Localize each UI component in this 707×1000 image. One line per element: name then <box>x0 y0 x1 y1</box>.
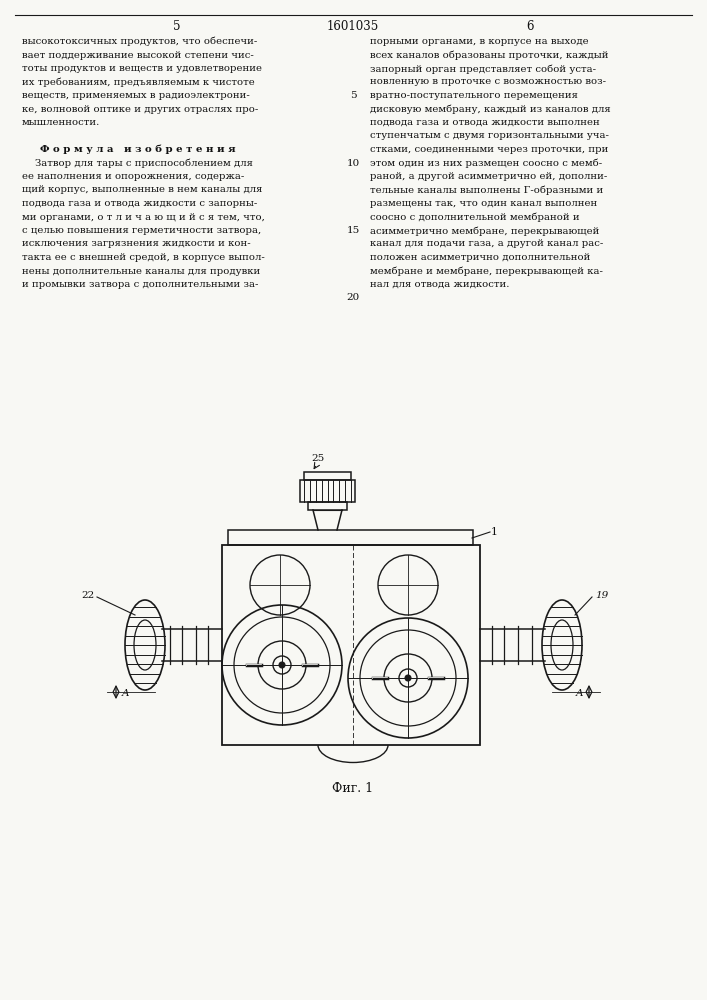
Text: ступенчатым с двумя горизонтальными уча-: ступенчатым с двумя горизонтальными уча- <box>370 131 609 140</box>
Text: A: A <box>122 690 129 698</box>
Text: подвода газа и отвода жидкости с запорны-: подвода газа и отвода жидкости с запорны… <box>22 199 257 208</box>
Text: положен асимметрично дополнительной: положен асимметрично дополнительной <box>370 253 590 262</box>
Text: исключения загрязнения жидкости и кон-: исключения загрязнения жидкости и кон- <box>22 239 250 248</box>
Text: A: A <box>575 690 583 698</box>
Bar <box>222 545 480 745</box>
Text: нены дополнительные каналы для продувки: нены дополнительные каналы для продувки <box>22 266 260 275</box>
Text: размещены так, что один канал выполнен: размещены так, что один канал выполнен <box>370 199 597 208</box>
Text: порными органами, в корпусе на выходе: порными органами, в корпусе на выходе <box>370 37 589 46</box>
Text: запорный орган представляет собой уста-: запорный орган представляет собой уста- <box>370 64 596 74</box>
Text: вратно-поступательного перемещения: вратно-поступательного перемещения <box>370 91 578 100</box>
Text: щий корпус, выполненные в нем каналы для: щий корпус, выполненные в нем каналы для <box>22 186 262 194</box>
Text: веществ, применяемых в радиоэлектрони-: веществ, применяемых в радиоэлектрони- <box>22 91 250 100</box>
Text: подвода газа и отвода жидкости выполнен: подвода газа и отвода жидкости выполнен <box>370 118 600 127</box>
Text: канал для подачи газа, а другой канал рас-: канал для подачи газа, а другой канал ра… <box>370 239 603 248</box>
Text: мембране и мембране, перекрывающей ка-: мембране и мембране, перекрывающей ка- <box>370 266 603 276</box>
Text: мышленности.: мышленности. <box>22 118 100 127</box>
Text: нал для отвода жидкости.: нал для отвода жидкости. <box>370 280 510 289</box>
Bar <box>228 530 473 545</box>
Text: 20: 20 <box>346 294 360 302</box>
Text: с целью повышения герметичности затвора,: с целью повышения герметичности затвора, <box>22 226 262 235</box>
Text: 10: 10 <box>346 158 360 167</box>
Text: ее наполнения и опорожнения, содержа-: ее наполнения и опорожнения, содержа- <box>22 172 244 181</box>
Text: тельные каналы выполнены Г-образными и: тельные каналы выполнены Г-образными и <box>370 186 603 195</box>
Text: такта ее с внешней средой, в корпусе выпол-: такта ее с внешней средой, в корпусе вып… <box>22 253 264 262</box>
Text: соосно с дополнительной мембраной и: соосно с дополнительной мембраной и <box>370 213 580 222</box>
Text: раной, а другой асимметрично ей, дополни-: раной, а другой асимметрично ей, дополни… <box>370 172 607 181</box>
Text: 19: 19 <box>595 590 608 599</box>
Text: новленную в проточке с возможностью воз-: новленную в проточке с возможностью воз- <box>370 78 606 87</box>
Text: 5: 5 <box>173 20 181 33</box>
Text: 15: 15 <box>346 226 360 235</box>
Text: 1: 1 <box>491 527 498 537</box>
Text: 25: 25 <box>311 454 325 463</box>
Text: стками, соединенными через проточки, при: стками, соединенными через проточки, при <box>370 145 609 154</box>
Text: вает поддерживание высокой степени чис-: вает поддерживание высокой степени чис- <box>22 50 254 60</box>
Text: ке, волновой оптике и других отраслях про-: ке, волновой оптике и других отраслях пр… <box>22 104 258 113</box>
Bar <box>308 502 347 510</box>
Text: Ф о р м у л а   и з о б р е т е н и я: Ф о р м у л а и з о б р е т е н и я <box>40 145 235 154</box>
Circle shape <box>279 662 285 668</box>
Text: ми органами, о т л и ч а ю щ и й с я тем, что,: ми органами, о т л и ч а ю щ и й с я тем… <box>22 213 265 222</box>
Text: асимметрично мембране, перекрывающей: асимметрично мембране, перекрывающей <box>370 226 600 235</box>
Bar <box>304 472 351 480</box>
Text: 22: 22 <box>82 590 95 599</box>
Text: и промывки затвора с дополнительными за-: и промывки затвора с дополнительными за- <box>22 280 258 289</box>
Text: тоты продуктов и веществ и удовлетворение: тоты продуктов и веществ и удовлетворени… <box>22 64 262 73</box>
Text: Фиг. 1: Фиг. 1 <box>332 782 373 795</box>
Text: 6: 6 <box>526 20 534 33</box>
Circle shape <box>405 675 411 681</box>
Text: Затвор для тары с приспособлением для: Затвор для тары с приспособлением для <box>22 158 253 168</box>
Text: их требованиям, предъявляемым к чистоте: их требованиям, предъявляемым к чистоте <box>22 78 255 87</box>
Text: всех каналов образованы проточки, каждый: всех каналов образованы проточки, каждый <box>370 50 609 60</box>
Text: высокотоксичных продуктов, что обеспечи-: высокотоксичных продуктов, что обеспечи- <box>22 37 257 46</box>
Bar <box>300 480 355 502</box>
Text: дисковую мембрану, каждый из каналов для: дисковую мембрану, каждый из каналов для <box>370 104 611 114</box>
Text: этом один из них размещен соосно с мемб-: этом один из них размещен соосно с мемб- <box>370 158 602 168</box>
Text: 5: 5 <box>350 91 356 100</box>
Text: 1601035: 1601035 <box>327 20 379 33</box>
